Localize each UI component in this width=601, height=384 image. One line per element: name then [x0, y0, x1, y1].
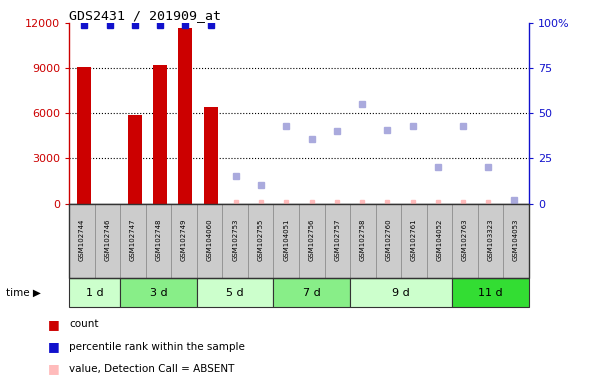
Text: ■: ■ [48, 318, 60, 331]
Text: ■: ■ [48, 362, 60, 376]
Text: GSM102746: GSM102746 [105, 218, 111, 261]
Text: GSM102749: GSM102749 [181, 218, 187, 261]
Text: GSM102761: GSM102761 [411, 218, 417, 261]
Text: GSM104052: GSM104052 [436, 218, 442, 261]
Bar [178, 28, 192, 204]
Text: time ▶: time ▶ [6, 288, 41, 298]
Text: GDS2431 / 201909_at: GDS2431 / 201909_at [69, 9, 221, 22]
Text: GSM102757: GSM102757 [334, 218, 340, 261]
Text: ■: ■ [48, 340, 60, 353]
Text: value, Detection Call = ABSENT: value, Detection Call = ABSENT [69, 364, 234, 374]
Text: GSM104060: GSM104060 [207, 218, 213, 261]
Text: GSM102747: GSM102747 [130, 218, 136, 261]
Text: GSM104053: GSM104053 [513, 218, 519, 261]
Text: GSM102748: GSM102748 [156, 218, 162, 261]
Text: GSM102763: GSM102763 [462, 218, 468, 261]
Text: count: count [69, 319, 99, 329]
Text: GSM102753: GSM102753 [232, 218, 238, 261]
Text: 9 d: 9 d [392, 288, 410, 298]
Text: GSM102758: GSM102758 [360, 218, 366, 261]
Text: 5 d: 5 d [227, 288, 244, 298]
Text: 3 d: 3 d [150, 288, 167, 298]
Text: GSM102744: GSM102744 [79, 218, 85, 261]
Text: GSM103323: GSM103323 [487, 218, 493, 261]
Text: GSM102756: GSM102756 [309, 218, 315, 261]
Bar [153, 65, 167, 204]
Text: GSM104051: GSM104051 [283, 218, 289, 261]
Bar [204, 107, 218, 204]
Text: GSM102755: GSM102755 [258, 218, 264, 261]
Text: GSM102760: GSM102760 [385, 218, 391, 261]
Bar [128, 115, 142, 204]
Bar [78, 67, 91, 204]
Text: 11 d: 11 d [478, 288, 503, 298]
Text: 1 d: 1 d [86, 288, 103, 298]
Text: percentile rank within the sample: percentile rank within the sample [69, 342, 245, 352]
Text: 7 d: 7 d [303, 288, 321, 298]
